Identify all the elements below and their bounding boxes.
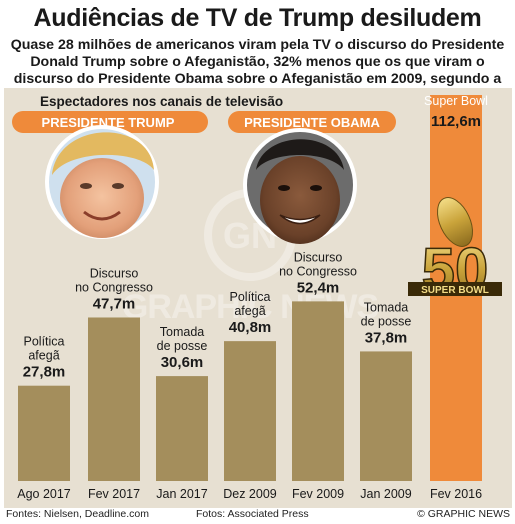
copyright-text: © GRAPHIC NEWS xyxy=(417,508,510,520)
category-label-4: Fev 2009 xyxy=(292,487,344,501)
value-label-2: 30,6m xyxy=(161,354,204,371)
event-label-1-0: Discurso xyxy=(90,266,139,280)
event-label-2-0: Tomada xyxy=(160,325,205,339)
page-subtitle: Quase 28 milhões de americanos viram pel… xyxy=(10,37,505,104)
category-label-6: Fev 2016 xyxy=(430,487,482,501)
value-label-4: 52,4m xyxy=(297,279,340,296)
group-label-trump: PRESIDENTE TRUMP xyxy=(42,115,175,130)
super-bowl-logo: 50 SUPER BOWL xyxy=(408,197,502,304)
photo-credit-text: Fotos: Associated Press xyxy=(196,508,309,520)
chart-title: Espectadores nos canais de televisão xyxy=(40,94,283,109)
value-label-1: 47,7m xyxy=(93,295,136,312)
group-header-obama: PRESIDENTE OBAMA xyxy=(228,111,396,244)
bar-3 xyxy=(224,341,276,481)
category-label-0: Ago 2017 xyxy=(17,487,71,501)
event-label-4-0: Discurso xyxy=(294,250,343,264)
value-label-6: 112,6m xyxy=(431,113,481,130)
value-label-0: 27,8m xyxy=(23,364,66,381)
value-label-3: 40,8m xyxy=(229,319,272,336)
page-title: Audiências de TV de Trump desiludem xyxy=(33,4,482,32)
group-label-obama: PRESIDENTE OBAMA xyxy=(244,115,380,130)
category-label-2: Jan 2017 xyxy=(156,487,207,501)
event-label-3-0: Política xyxy=(230,290,271,304)
bar-4 xyxy=(292,301,344,481)
bar-1 xyxy=(88,317,140,481)
group-header-trump: PRESIDENTE TRUMP xyxy=(12,111,208,239)
footer: Fontes: Nielsen, Deadline.com Fotos: Ass… xyxy=(4,506,512,522)
bar-5 xyxy=(360,351,412,481)
event-label-0-0: Política xyxy=(24,335,65,349)
category-label-3: Dez 2009 xyxy=(223,487,277,501)
event-label-3-1: afegã xyxy=(234,304,265,318)
value-label-5: 37,8m xyxy=(365,329,408,346)
event-label-5-0: Tomada xyxy=(364,300,409,314)
event-label-6-0: Super Bowl xyxy=(424,94,488,108)
bar-0 xyxy=(18,385,70,481)
bar-2 xyxy=(156,376,208,481)
event-label-0-1: afegã xyxy=(28,349,59,363)
category-label-5: Jan 2009 xyxy=(360,487,411,501)
sources-text: Fontes: Nielsen, Deadline.com xyxy=(6,508,149,520)
event-label-1-1: no Congresso xyxy=(75,280,153,294)
super-bowl-text: SUPER BOWL xyxy=(421,285,489,296)
event-label-4-1: no Congresso xyxy=(279,264,357,278)
event-label-5-1: de posse xyxy=(361,314,412,328)
event-label-2-1: de posse xyxy=(157,339,208,353)
category-label-1: Fev 2017 xyxy=(88,487,140,501)
